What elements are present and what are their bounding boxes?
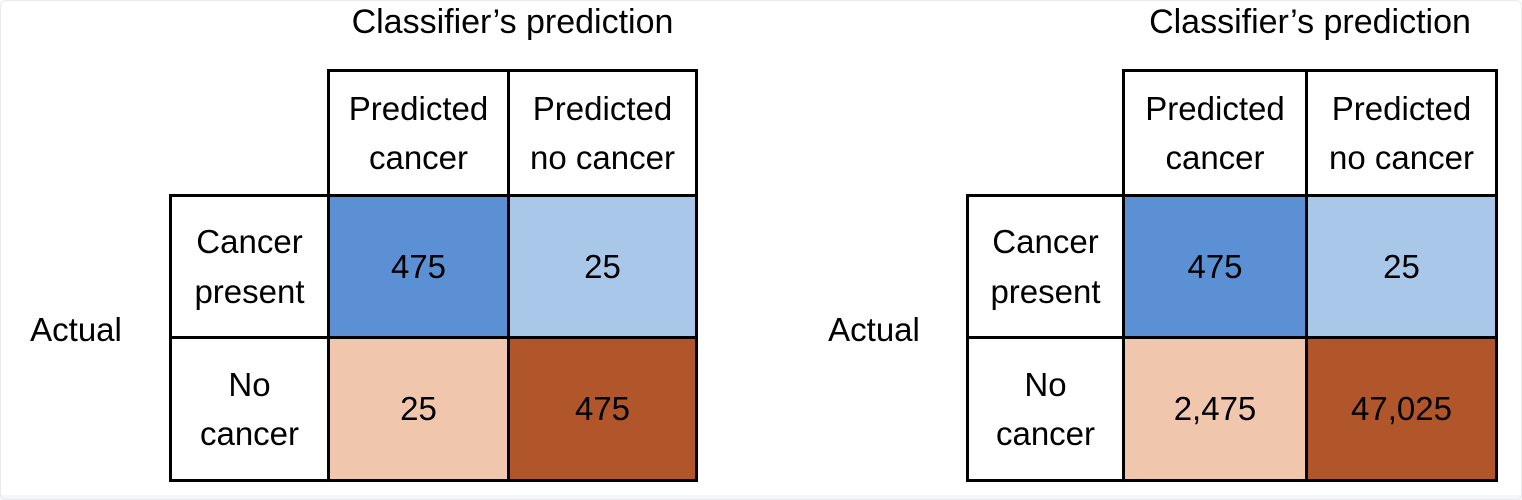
- matrix-left-col-header-predicted-no-cancer: Predicted no cancer: [507, 69, 698, 194]
- matrix-left-cell-true-negative: 475: [507, 336, 698, 482]
- matrix-right-cell-true-positive: 475: [1122, 194, 1305, 336]
- matrix-right-row-header-cancer-present: Cancer present: [966, 194, 1122, 336]
- matrix-right-col-header-predicted-no-cancer: Predicted no cancer: [1305, 69, 1498, 194]
- matrix-right-cell-false-negative: 25: [1305, 194, 1498, 336]
- bottom-edge-strip: [0, 495, 1522, 500]
- matrix-left-cell-false-negative: 25: [507, 194, 698, 336]
- matrix-left-cell-true-positive: 475: [327, 194, 507, 336]
- matrix-left-actual-axis-label: Actual: [30, 311, 122, 348]
- matrix-left-title: Classifier’s prediction: [351, 3, 674, 41]
- matrix-left-col-header-predicted-cancer: Predicted cancer: [327, 69, 507, 194]
- matrix-right-col-header-predicted-cancer: Predicted cancer: [1122, 69, 1305, 194]
- matrix-right-cell-false-positive: 2,475: [1122, 336, 1305, 482]
- matrix-right-cell-true-negative: 47,025: [1305, 336, 1498, 482]
- confusion-matrix-right: Predicted cancer Predicted no cancer Can…: [966, 69, 1498, 482]
- matrix-left-row-header-no-cancer: No cancer: [169, 336, 327, 482]
- matrix-left-row-header-cancer-present: Cancer present: [169, 194, 327, 336]
- matrix-right-actual-axis-label: Actual: [828, 311, 920, 348]
- confusion-matrix-left: Predicted cancer Predicted no cancer Can…: [169, 69, 698, 482]
- matrix-right-corner-spacer: [966, 69, 1122, 194]
- matrix-right-title: Classifier’s prediction: [1149, 3, 1471, 41]
- matrix-right-row-header-no-cancer: No cancer: [966, 336, 1122, 482]
- matrix-left-corner-spacer: [169, 69, 327, 194]
- matrix-left-cell-false-positive: 25: [327, 336, 507, 482]
